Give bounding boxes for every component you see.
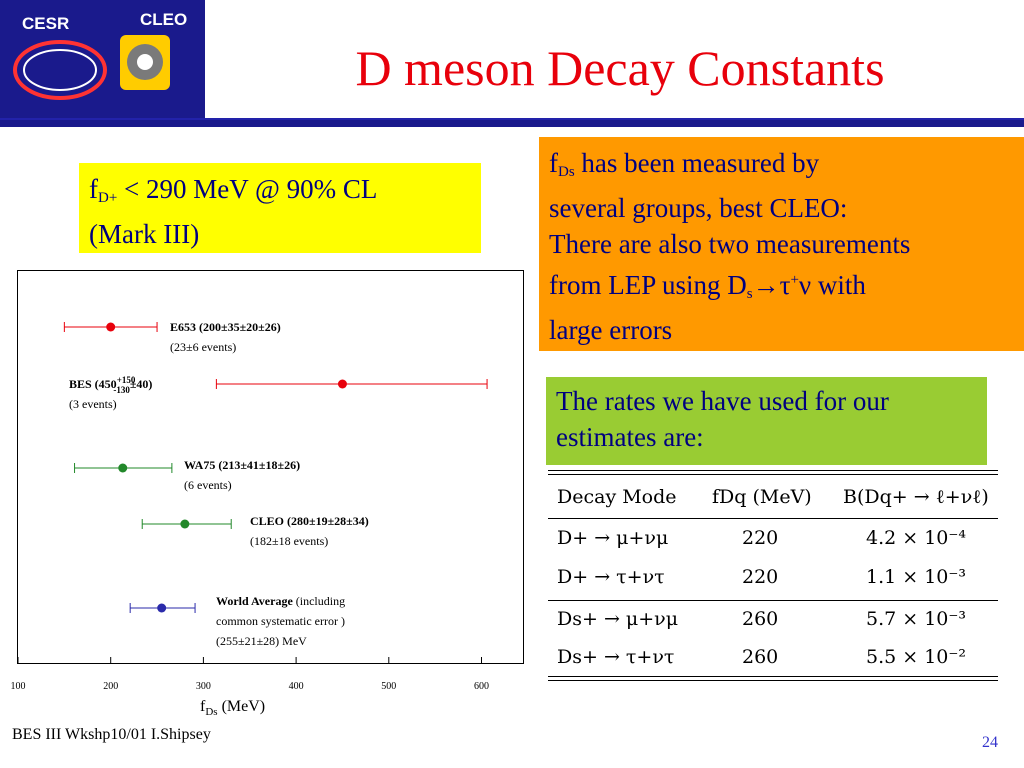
cesr-cleo-logo: CESR CLEO (0, 0, 205, 118)
fds-subscript: Ds (558, 164, 575, 180)
table-row-2-br: 1.1 × 10⁻³ (866, 566, 967, 588)
point-4-marker (180, 519, 190, 529)
logo-graphic (13, 35, 170, 100)
point-3-label: WA75 (213±41±18±26) (184, 458, 300, 472)
header-rule-thin (0, 118, 1024, 120)
mark-iii-limit-box: fD+ < 290 MeV @ 90% CL (Mark III) (79, 163, 481, 253)
table-row-2-mode: D+ → τ+ντ (557, 566, 665, 588)
fd-symbol: f (89, 174, 98, 204)
page-number: 24 (982, 734, 998, 751)
table-header-decay-mode: Decay Mode (557, 486, 677, 508)
point-2-marker (337, 379, 347, 389)
point-1-label: E653 (200±35±20±26) (170, 320, 281, 334)
plot-frame (17, 270, 524, 664)
table-header-fdq: fDq (MeV) (712, 486, 812, 508)
table-row-4-mode: Ds+ → τ+ντ (557, 646, 675, 668)
x-tick-label-100: 100 (11, 681, 26, 692)
table-rule-top-2 (548, 474, 998, 475)
table-header-branching: B(Dq+ → ℓ+νℓ) (843, 486, 989, 508)
point-2-sublabel: (3 events) (69, 397, 117, 411)
rates-line-2: estimates are: (556, 422, 704, 452)
point-3-marker (118, 463, 128, 473)
note-line-4-sub: s (746, 286, 753, 302)
note-line-2: several groups, best CLEO: (549, 193, 848, 223)
fd-subscript: D+ (98, 190, 118, 206)
fds-symbol: f (549, 148, 558, 178)
table-rule-bottom-1 (548, 676, 998, 677)
table-row-1-f: 220 (742, 527, 779, 549)
table-rule-middle (548, 600, 998, 601)
measurements-note-box: fDs has been measured by several groups,… (539, 137, 1024, 351)
note-line-3: There are also two measurements (549, 229, 911, 259)
x-tick-label-300: 300 (196, 681, 211, 692)
footer-credit: BES III Wkshp10/01 I.Shipsey (12, 726, 211, 743)
point-2-label: BES (450+150 -130±40) (69, 375, 152, 395)
table-row-1-br: 4.2 × 10⁻⁴ (866, 527, 967, 549)
table-row-3-f: 260 (742, 608, 779, 630)
point-5-sublabel: common systematic error ) (216, 614, 345, 628)
rates-intro-box: The rates we have used for our estimates… (546, 377, 987, 465)
fd-limit-text: < 290 MeV @ 90% CL (117, 174, 378, 204)
table-row-3-br: 5.7 × 10⁻³ (866, 608, 967, 630)
note-line-4-sup: + (790, 272, 799, 288)
table-row-1-mode: D+ → μ+νμ (557, 527, 669, 549)
note-line-4c: ν with (798, 270, 866, 300)
point-4-sublabel: (182±18 events) (250, 534, 328, 548)
point-1-marker (106, 322, 116, 332)
point-3-sublabel: (6 events) (184, 478, 232, 492)
point-5-sublabel-2: (255±21±28) MeV (216, 634, 307, 648)
x-tick-label-600: 600 (474, 681, 489, 692)
x-axis-label: fDs (MeV) (200, 698, 266, 719)
note-line-5: large errors (549, 315, 673, 345)
note-line-4b: →τ (752, 270, 791, 300)
note-line-1: has been measured by (574, 148, 820, 178)
table-rule-header (548, 518, 998, 519)
point-5-marker (157, 603, 167, 613)
point-5-label: World Average (including (216, 594, 345, 608)
note-line-4a: from LEP using D (549, 270, 747, 300)
x-tick-label-200: 200 (103, 681, 118, 692)
table-rule-bottom-2 (548, 680, 998, 681)
table-rule-top-1 (548, 470, 998, 471)
mark-iii-label: (Mark III) (89, 219, 200, 249)
header-rule-thick (0, 120, 1024, 127)
page-title: D meson Decay Constants (355, 40, 885, 96)
table-row-3-mode: Ds+ → μ+νμ (557, 608, 679, 630)
cleo-label: CLEO (140, 10, 188, 29)
point-1-sublabel: (23±6 events) (170, 340, 236, 354)
cesr-label: CESR (22, 14, 70, 33)
table-row-4-br: 5.5 × 10⁻² (866, 646, 967, 668)
fds-measurements-chart: 100 200 300 400 500 600 E653 (200±35±20±26) (23… (11, 320, 490, 692)
x-tick-label-400: 400 (289, 681, 304, 692)
rates-line-1: The rates we have used for our (556, 386, 889, 416)
table-row-2-f: 220 (742, 566, 779, 588)
table-row-4-f: 260 (742, 646, 779, 668)
x-tick-label-500: 500 (381, 681, 396, 692)
point-4-label: CLEO (280±19±28±34) (250, 514, 369, 528)
